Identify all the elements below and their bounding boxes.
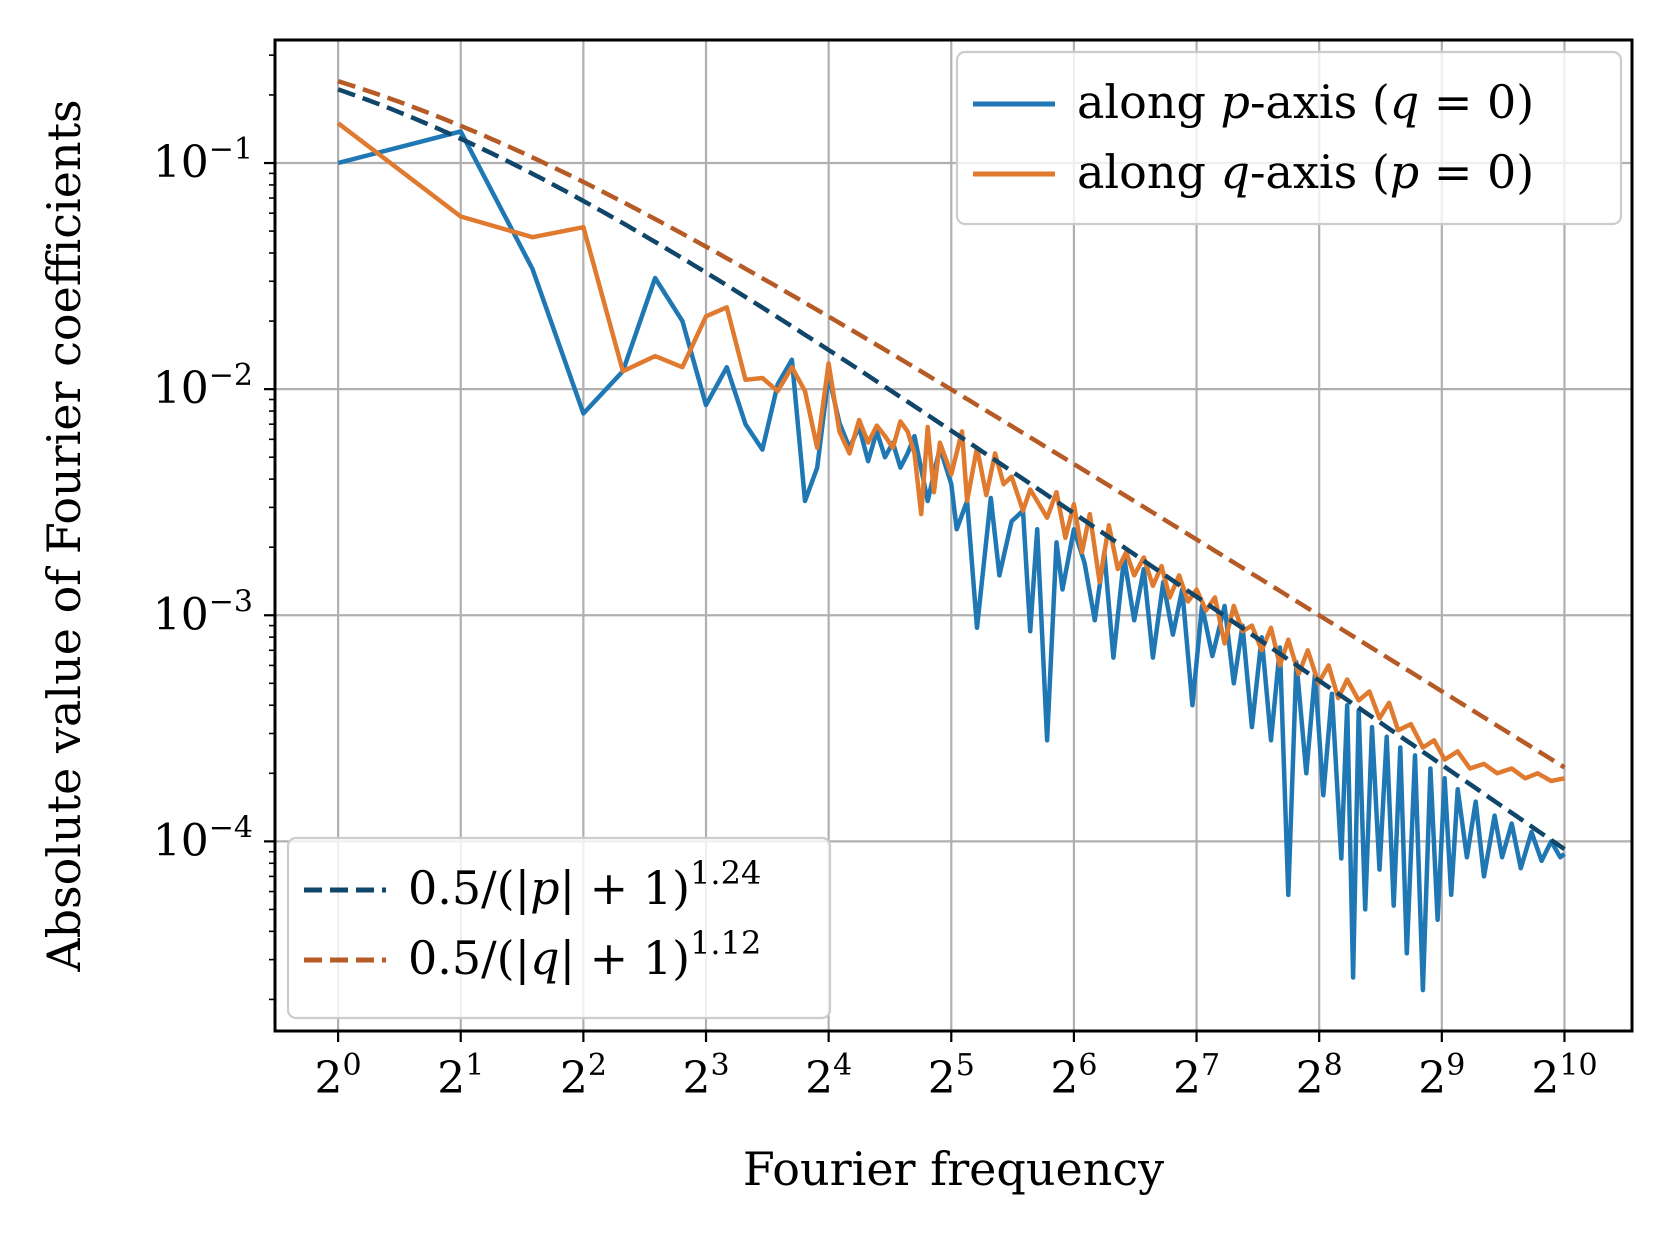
legend-entry-label: 0.5/(|q| + 1)1.12 [408,924,761,985]
x-tick-label: 29 [1418,1048,1465,1104]
series-line-3 [337,87,1566,851]
x-axis-label: Fourier frequency [743,1142,1164,1196]
legend-2: 0.5/(|p| + 1)1.24 0.5/(|q| + 1)1.12 [286,836,832,1020]
x-tick-label: 21 [437,1048,484,1104]
y-tick-label: 10−1 [153,132,253,188]
legend-entry-label: along p-axis (q = 0) [1077,75,1534,129]
series-layer [336,79,1566,993]
x-tick-label: 22 [560,1048,607,1104]
y-axis-label: Absolute value of Fourier coefficients [37,99,91,972]
x-tick-label: 28 [1296,1048,1343,1104]
legend-entry-label: along q-axis (p = 0) [1077,145,1534,199]
plot-frame [273,38,1634,1033]
series-line-4 [337,79,1566,770]
series-line-1 [337,129,1566,993]
x-tick-label: 23 [682,1048,729,1104]
y-tick-label: 10−2 [153,358,253,414]
legend-1: along p-axis (q = 0) along q-axis (p = 0) [955,50,1623,226]
x-tick-label: 25 [928,1048,975,1104]
x-tick-label: 20 [315,1048,362,1104]
series-line-2 [336,121,1565,784]
legend-entry-label: 0.5/(|p| + 1)1.24 [408,854,761,915]
y-tick-label: 10−4 [153,810,253,866]
x-tick-label: 24 [805,1048,852,1104]
ticks: 20 21 22 23 24 25 26 27 28 29 210 10−1 10−2 10−3 10−4 [153,54,1598,1104]
series-group [336,79,1566,993]
legend-box [286,836,832,1020]
x-tick-label: 26 [1050,1048,1097,1104]
x-tick-label: 210 [1531,1048,1597,1104]
x-tick-label: 27 [1173,1048,1220,1104]
legends: along p-axis (q = 0) along q-axis (p = 0)… [286,50,1623,1020]
legend-box [955,50,1623,226]
y-tick-label: 10−3 [153,584,253,640]
